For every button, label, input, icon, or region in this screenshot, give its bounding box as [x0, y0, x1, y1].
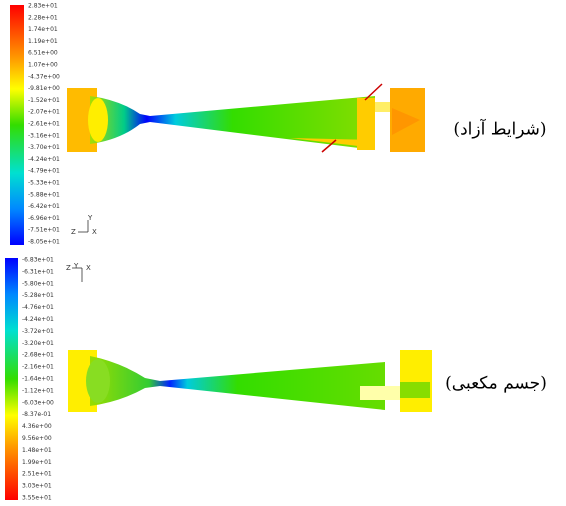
colorbar-label: 6.51e+00: [28, 50, 58, 57]
colorbar-label: 2.51e+01: [22, 471, 52, 478]
colorbar: [5, 258, 18, 500]
contour-cube: [68, 350, 432, 412]
colorbar-label: -7.51e+01: [28, 227, 60, 234]
axis-label: Y: [87, 214, 93, 222]
colorbar-label: 1.07e+00: [28, 62, 58, 69]
colorbar-label: -6.31e+01: [22, 268, 54, 275]
colorbar-label: 3.55e+01: [22, 495, 52, 502]
colorbar-label: 1.74e+01: [28, 26, 58, 33]
colorbar-label: -6.03e+00: [22, 399, 54, 406]
colorbar-label: 2.83e+01: [28, 3, 58, 10]
colorbar-label: -4.24e+01: [28, 156, 60, 163]
colorbar-label: 1.19e+01: [28, 38, 58, 45]
colorbar-label: -5.28e+01: [22, 292, 54, 299]
colorbar-label: -2.07e+01: [28, 109, 60, 116]
axis-label: Y: [73, 262, 79, 270]
contour-free: [67, 83, 425, 153]
colorbar-label: -4.37e+00: [28, 73, 60, 80]
colorbar-label: -5.80e+01: [22, 280, 54, 287]
axis-label: X: [92, 228, 97, 236]
colorbar-label: 1.99e+01: [22, 459, 52, 466]
colorbar-label: -3.20e+01: [22, 340, 54, 347]
colorbar-label: -1.52e+01: [28, 97, 60, 104]
colorbar-label: -6.83e+01: [22, 257, 54, 264]
colorbar-label: -3.72e+01: [22, 328, 54, 335]
colorbar-label: 4.36e+00: [22, 423, 52, 430]
colorbar-label: -6.42e+01: [28, 203, 60, 210]
colorbar: [10, 5, 24, 245]
colorbar-label: -1.12e+01: [22, 387, 54, 394]
colorbar-label: -5.88e+01: [28, 191, 60, 198]
colorbar-label: 3.03e+01: [22, 483, 52, 490]
axis-label: X: [86, 264, 91, 272]
colorbar-label: -1.64e+01: [22, 376, 54, 383]
colorbar-label: -6.96e+01: [28, 215, 60, 222]
colorbar-label: -4.79e+01: [28, 168, 60, 175]
colorbar-label: -3.16e+01: [28, 132, 60, 139]
axis-label: Z: [71, 228, 76, 236]
colorbar-label: -2.68e+01: [22, 352, 54, 359]
colorbar-label: -5.33e+01: [28, 180, 60, 187]
colorbar-label: -2.16e+01: [22, 364, 54, 371]
colorbar-label: -8.37e-01: [22, 411, 51, 418]
colorbar-label: 2.28e+01: [28, 14, 58, 21]
caption: (شرایط آزاد): [453, 118, 546, 140]
colorbar-label: -9.81e+00: [28, 85, 60, 92]
colorbar-label: 1.48e+01: [22, 447, 52, 454]
colorbar-label: 9.56e+00: [22, 435, 52, 442]
colorbar-label: -2.61e+01: [28, 121, 60, 128]
caption: (جسم مکعبی): [445, 374, 547, 394]
colorbar-label: -4.76e+01: [22, 304, 54, 311]
colorbar-label: -8.05e+01: [28, 239, 60, 246]
axis-label: Z: [66, 264, 71, 272]
colorbar-label: -4.24e+01: [22, 316, 54, 323]
colorbar-label: -3.70e+01: [28, 144, 60, 151]
